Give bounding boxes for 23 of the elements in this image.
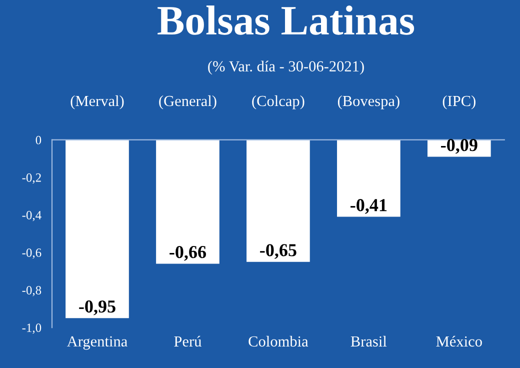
text: (Colcap): [252, 95, 304, 110]
x-tick-label: México: [436, 336, 482, 347]
y-tick-label: -0,6: [22, 248, 42, 259]
text: (General): [159, 95, 216, 110]
y-tick-label: -0,2: [22, 173, 41, 184]
y-tick-label: 0: [36, 136, 42, 144]
data-label: -0,41: [350, 199, 387, 214]
data-label: -0,09: [441, 139, 478, 154]
text: (Bovespa): [338, 95, 400, 110]
y-tick-label: -0,4: [22, 210, 42, 222]
data-label: -0,66: [170, 246, 206, 261]
x-tick-label: Argentina: [66, 336, 128, 350]
data-label: -0,95: [79, 300, 116, 316]
chart-subtitle: (% Var. día - 30-06-2021): [208, 60, 364, 75]
text: (Merval): [70, 95, 124, 110]
data-label: -0,65: [260, 244, 296, 259]
y-tick-label: -0,8: [22, 286, 42, 296]
x-tick-label: Colombia: [248, 336, 308, 347]
x-tick-label: Perú: [174, 336, 202, 347]
y-tick-label: -1,0: [22, 324, 42, 334]
text: (IPC): [442, 95, 476, 110]
x-tick-label: Brasil: [350, 336, 387, 347]
chart-title: Bolsas Latinas: [158, 6, 414, 35]
